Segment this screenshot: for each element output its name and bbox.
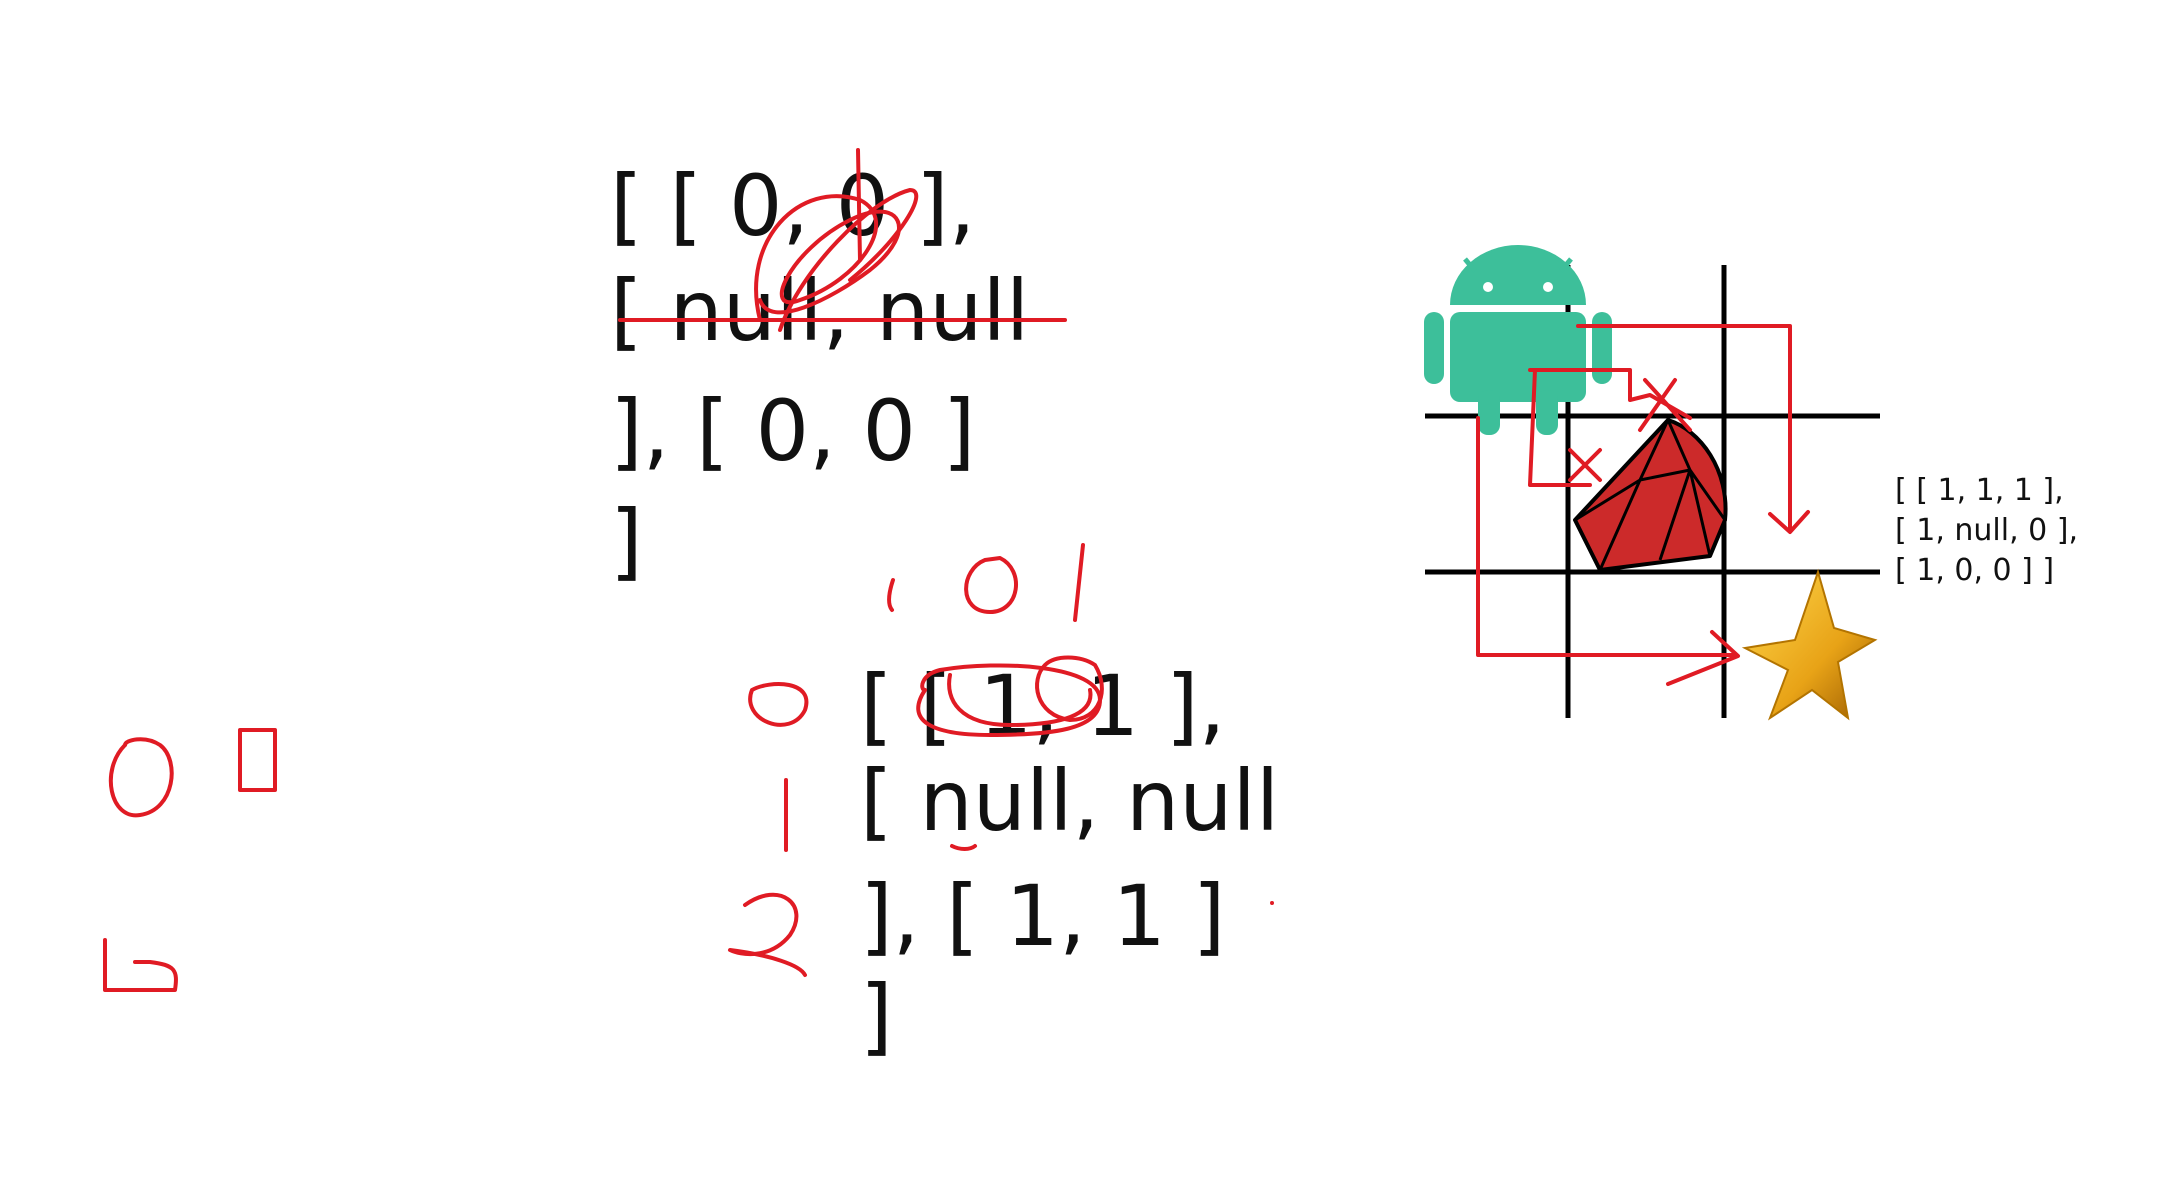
- margin-mark-circle-1: [108, 737, 174, 818]
- margin-marks: [103, 728, 1274, 992]
- array-b-highlight-circles: [916, 655, 1104, 851]
- grid-diagram: [1424, 245, 1880, 721]
- array-a-line-4: ]: [610, 492, 643, 590]
- blocked-x-mark-1: [1638, 378, 1692, 432]
- ruby-icon: [1573, 418, 1728, 572]
- blocked-x-mark-2: [1568, 448, 1602, 482]
- array-c-line-1: [ [ 1, 1, 1 ],: [1895, 473, 2064, 508]
- row-index-0-mark: [748, 682, 809, 727]
- array-c: [ [ 1, 1, 1 ], [ 1, null, 0 ], [ 1, 0, 0…: [1895, 473, 2078, 588]
- route-blocked-1: [1528, 368, 1592, 487]
- array-a: [ [ 0, 0 ], [ null, null ], [ 0, 0 ] ]: [610, 157, 1029, 590]
- arrowhead-right: [1666, 630, 1740, 686]
- col-index-open-mark: [887, 578, 895, 612]
- array-b-row-indices: [728, 682, 809, 977]
- array-a-strike-scribble: [618, 148, 1067, 332]
- col-index-1-mark: [1073, 543, 1085, 622]
- margin-mark-hook: [103, 938, 178, 992]
- arrowhead-down: [1768, 510, 1810, 534]
- route-arrows: [1476, 324, 1810, 686]
- star-icon: [1741, 568, 1878, 721]
- array-b-line-3: ], [ 1, 1 ]: [860, 867, 1225, 965]
- array-a-line-3: ], [ 0, 0 ]: [610, 382, 975, 480]
- route-top-right: [1576, 324, 1792, 532]
- route-down-right: [1476, 416, 1737, 657]
- array-c-line-2: [ 1, null, 0 ],: [1895, 513, 2078, 548]
- array-a-line-1: [ [ 0, 0 ],: [610, 157, 975, 255]
- array-c-line-3: [ 1, 0, 0 ] ]: [1895, 553, 2054, 588]
- array-b-column-indices: [887, 543, 1085, 622]
- array-a-line-2: [ null, null: [610, 262, 1029, 360]
- array-b-line-4: ]: [860, 967, 893, 1065]
- array-b-line-2: [ null, null: [860, 752, 1279, 850]
- col-index-0-mark: [964, 556, 1018, 614]
- row-index-2-mark: [728, 892, 807, 977]
- ink-dot: [1270, 901, 1274, 905]
- margin-mark-rect: [238, 728, 277, 792]
- android-icon: [1424, 245, 1612, 435]
